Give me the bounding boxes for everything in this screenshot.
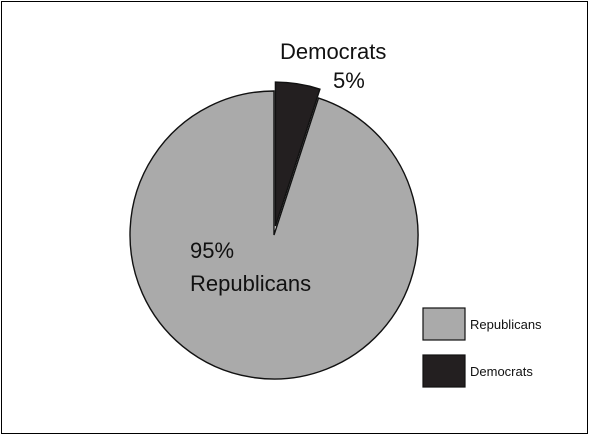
democrats-name-label: Democrats <box>280 39 386 64</box>
democrats-percent-label: 5% <box>333 68 365 93</box>
pie-slice-republicans <box>129 90 419 380</box>
legend-swatch-republicans <box>422 307 466 341</box>
republicans-percent-label: 95% <box>190 238 234 263</box>
legend-swatch-democrats <box>422 354 466 388</box>
legend: Republicans Democrats <box>422 307 542 388</box>
legend-label-democrats: Democrats <box>470 364 533 379</box>
pie-slice-democrats <box>274 81 321 227</box>
republicans-name-label: Republicans <box>190 271 311 296</box>
pie-slices <box>129 81 419 380</box>
legend-label-republicans: Republicans <box>470 317 542 332</box>
